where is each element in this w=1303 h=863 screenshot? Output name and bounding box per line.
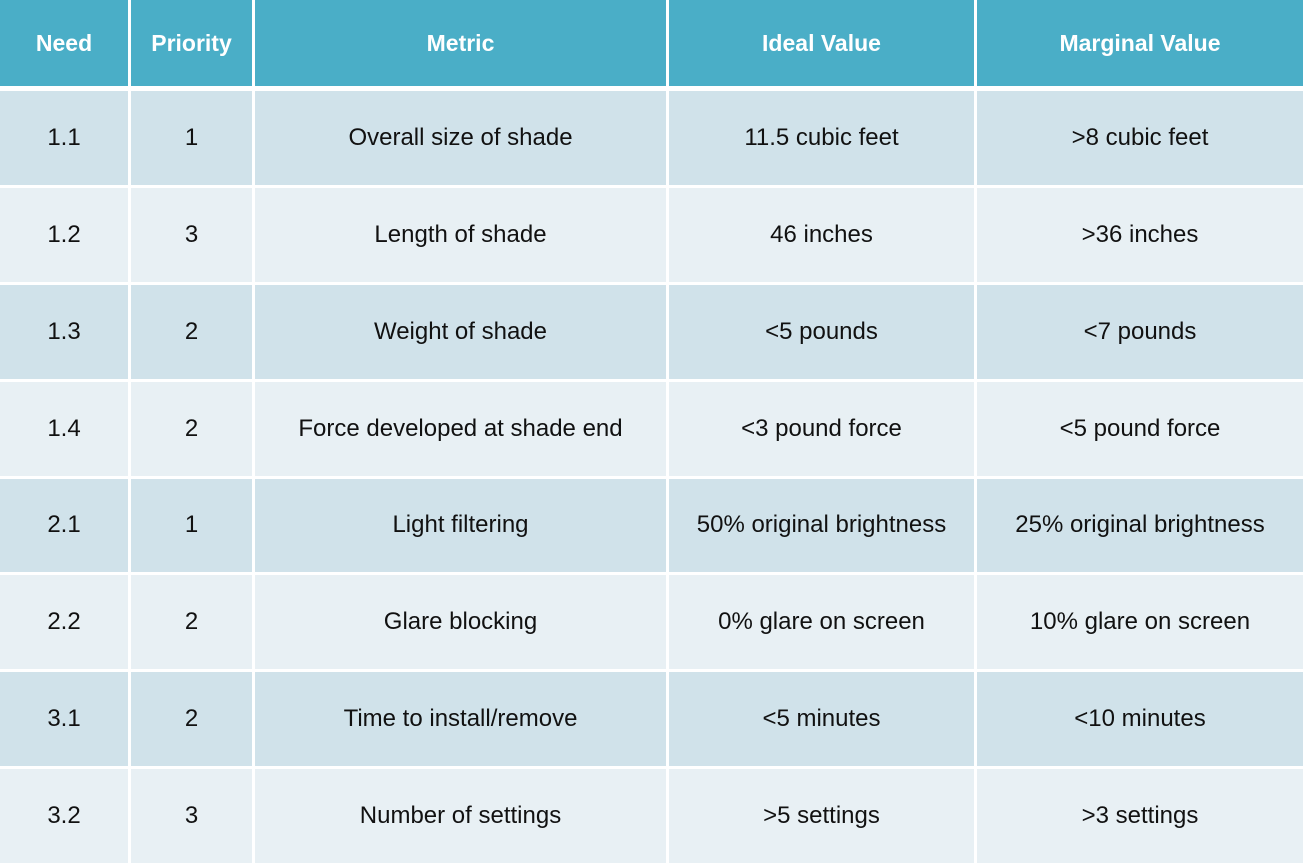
- cell-metric: Overall size of shade: [255, 91, 669, 188]
- cell-marginal-value: 25% original brightness: [977, 478, 1303, 576]
- cell-ideal-value: 11.5 cubic feet: [669, 91, 977, 188]
- header-priority: Priority: [131, 0, 255, 91]
- cell-metric: Length of shade: [255, 187, 669, 285]
- cell-metric: Weight of shade: [255, 284, 669, 382]
- table-header: Need Priority Metric Ideal Value Margina…: [0, 0, 1303, 91]
- cell-need: 3.2: [0, 769, 131, 863]
- cell-ideal-value: <5 pounds: [669, 284, 977, 382]
- cell-metric: Light filtering: [255, 478, 669, 576]
- cell-need: 1.4: [0, 381, 131, 479]
- cell-marginal-value: >8 cubic feet: [977, 91, 1303, 188]
- cell-metric: Number of settings: [255, 769, 669, 863]
- cell-priority: 2: [131, 284, 255, 382]
- cell-ideal-value: <3 pound force: [669, 381, 977, 479]
- cell-ideal-value: 46 inches: [669, 187, 977, 285]
- cell-marginal-value: <10 minutes: [977, 672, 1303, 770]
- table-row: 2.1 1 Light filtering 50% original brigh…: [0, 478, 1303, 576]
- header-metric: Metric: [255, 0, 669, 91]
- table-row: 3.1 2 Time to install/remove <5 minutes …: [0, 672, 1303, 770]
- table-row: 3.2 3 Number of settings >5 settings >3 …: [0, 769, 1303, 863]
- header-row: Need Priority Metric Ideal Value Margina…: [0, 0, 1303, 91]
- cell-need: 2.2: [0, 575, 131, 673]
- table-row: 1.1 1 Overall size of shade 11.5 cubic f…: [0, 91, 1303, 188]
- table-row: 1.4 2 Force developed at shade end <3 po…: [0, 381, 1303, 479]
- cell-priority: 3: [131, 187, 255, 285]
- cell-marginal-value: >36 inches: [977, 187, 1303, 285]
- cell-need: 3.1: [0, 672, 131, 770]
- cell-need: 1.3: [0, 284, 131, 382]
- cell-priority: 2: [131, 672, 255, 770]
- cell-marginal-value: <7 pounds: [977, 284, 1303, 382]
- table-row: 2.2 2 Glare blocking 0% glare on screen …: [0, 575, 1303, 673]
- cell-metric: Force developed at shade end: [255, 381, 669, 479]
- cell-ideal-value: 50% original brightness: [669, 478, 977, 576]
- cell-marginal-value: <5 pound force: [977, 381, 1303, 479]
- cell-priority: 1: [131, 91, 255, 188]
- cell-need: 1.2: [0, 187, 131, 285]
- cell-priority: 2: [131, 381, 255, 479]
- table-body: 1.1 1 Overall size of shade 11.5 cubic f…: [0, 91, 1303, 863]
- cell-metric: Time to install/remove: [255, 672, 669, 770]
- header-marginal-value: Marginal Value: [977, 0, 1303, 91]
- cell-marginal-value: >3 settings: [977, 769, 1303, 863]
- cell-priority: 2: [131, 575, 255, 673]
- cell-need: 2.1: [0, 478, 131, 576]
- cell-ideal-value: >5 settings: [669, 769, 977, 863]
- header-ideal-value: Ideal Value: [669, 0, 977, 91]
- header-need: Need: [0, 0, 131, 91]
- cell-marginal-value: 10% glare on screen: [977, 575, 1303, 673]
- table-row: 1.2 3 Length of shade 46 inches >36 inch…: [0, 187, 1303, 285]
- cell-need: 1.1: [0, 91, 131, 188]
- cell-ideal-value: 0% glare on screen: [669, 575, 977, 673]
- cell-priority: 3: [131, 769, 255, 863]
- table-row: 1.3 2 Weight of shade <5 pounds <7 pound…: [0, 284, 1303, 382]
- cell-priority: 1: [131, 478, 255, 576]
- cell-ideal-value: <5 minutes: [669, 672, 977, 770]
- cell-metric: Glare blocking: [255, 575, 669, 673]
